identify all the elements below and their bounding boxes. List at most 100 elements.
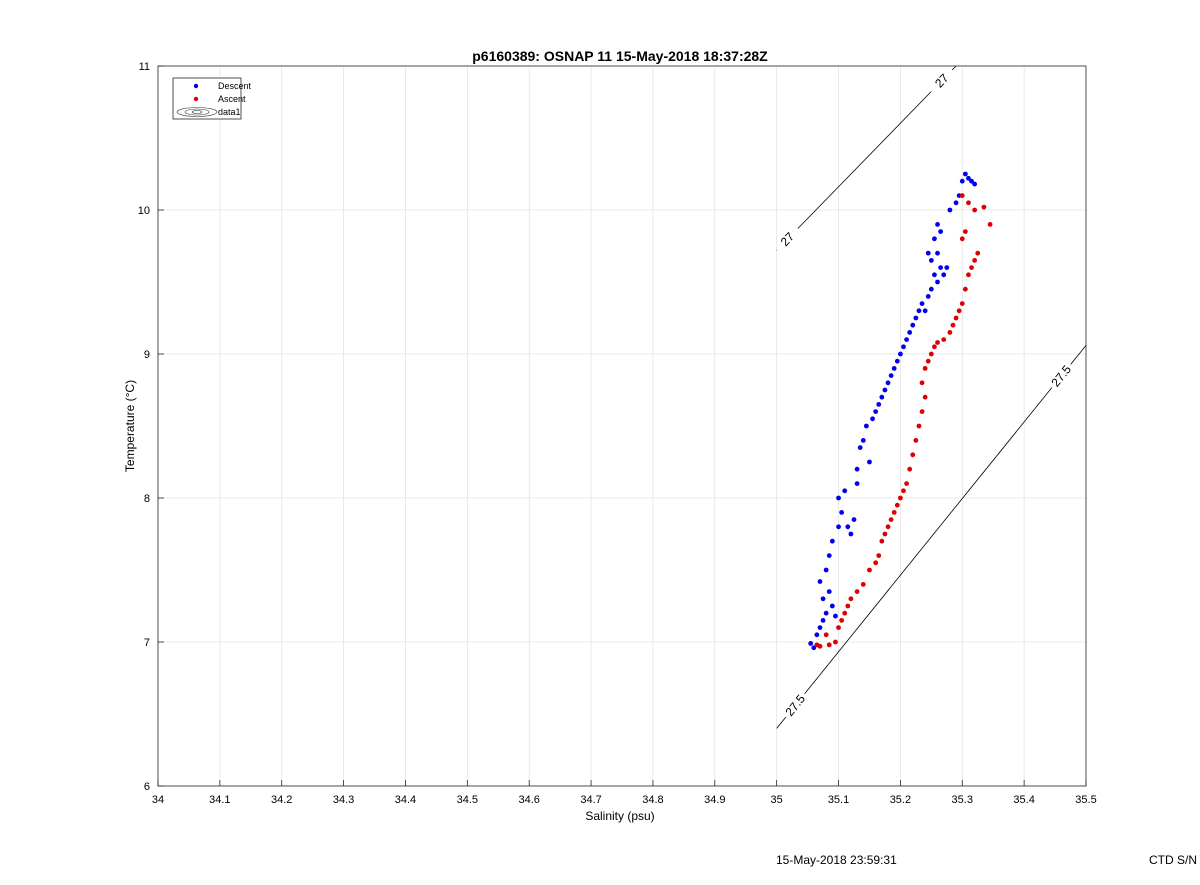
ascent-point: [969, 265, 974, 270]
x-tick-label: 34.8: [642, 794, 663, 806]
descent-point: [904, 337, 909, 342]
descent-point: [836, 495, 841, 501]
y-tick-label: 8: [144, 493, 150, 505]
descent-point: [972, 181, 978, 187]
descent-point: [829, 603, 835, 609]
descent-point: [817, 579, 823, 584]
y-axis-label: Temperature (°C): [123, 380, 137, 472]
axes-background: [158, 66, 1086, 786]
descent-point: [863, 423, 869, 429]
ascent-point: [987, 222, 993, 227]
descent-point: [829, 538, 835, 544]
ascent-point: [885, 524, 891, 530]
descent-point: [916, 308, 922, 314]
descent-point: [820, 618, 826, 623]
ascent-point: [950, 322, 956, 328]
legend-label-descent: Descent: [218, 81, 252, 91]
legend-marker-descent: [193, 83, 199, 89]
x-tick-label: 34.7: [580, 794, 601, 806]
descent-point: [823, 610, 829, 616]
legend-label-data1: data1: [218, 107, 241, 117]
ascent-point: [981, 204, 987, 210]
y-tick-label: 10: [138, 205, 150, 217]
descent-point: [922, 308, 928, 314]
descent-point: [857, 445, 863, 450]
ascent-point: [962, 286, 968, 292]
x-tick-label: 34.9: [704, 794, 725, 806]
legend: Descent Ascent data1: [172, 77, 252, 120]
descent-point: [894, 358, 900, 364]
ascent-point: [947, 330, 953, 335]
descent-point: [935, 222, 940, 227]
descent-point: [826, 553, 832, 558]
descent-point: [820, 596, 826, 602]
descent-point: [842, 488, 848, 494]
ascent-point: [823, 632, 829, 638]
ascent-point: [854, 589, 860, 594]
ascent-point: [867, 567, 872, 573]
descent-point: [873, 409, 879, 414]
descent-point: [836, 524, 841, 530]
descent-point: [953, 200, 959, 206]
ascent-point: [959, 301, 965, 306]
descent-point: [919, 301, 925, 306]
ascent-point: [959, 193, 965, 199]
footer-timestamp: 15-May-2018 23:59:31: [776, 853, 897, 867]
x-tick-label: 35.1: [828, 794, 849, 806]
x-tick-label: 34.5: [457, 794, 478, 806]
ascent-point: [953, 315, 959, 321]
ascent-point: [876, 553, 882, 558]
x-axis-ticks: 34 34.1 34.2 34.3 34.4 34.5 34.6 34.7 34.8 34.9 35…: [152, 780, 1097, 806]
ascent-point: [891, 510, 897, 515]
legend-contour-icon: [176, 107, 218, 117]
descent-point: [854, 481, 860, 486]
descent-point: [808, 641, 814, 646]
descent-point: [910, 322, 916, 328]
ascent-point: [879, 538, 885, 544]
descent-point: [888, 373, 894, 378]
ascent-point: [910, 452, 916, 458]
ascent-point: [959, 236, 965, 242]
ascent-point: [882, 531, 888, 537]
ascent-point: [925, 358, 931, 364]
descent-point: [941, 272, 947, 278]
descent-point: [966, 175, 971, 181]
ascent-point: [873, 560, 879, 566]
footer-ctd: CTD S/N: [1149, 853, 1197, 867]
ascent-point: [833, 639, 838, 645]
descent-point: [907, 330, 913, 335]
descent-point: [860, 438, 866, 443]
x-tick-label: 34.3: [333, 794, 354, 806]
ascent-point: [975, 250, 981, 256]
contour-segment: [776, 716, 787, 729]
x-tick-label: 34: [152, 794, 164, 806]
descent-point: [928, 258, 934, 263]
descent-point: [944, 265, 950, 270]
descent-point: [898, 351, 903, 357]
y-tick-label: 7: [144, 637, 150, 649]
descent-point: [817, 625, 823, 630]
y-axis-ticks: 6 7 8 9 10 11: [138, 61, 164, 793]
descent-point: [938, 229, 944, 235]
descent-point: [913, 315, 919, 321]
descent-point: [811, 645, 817, 651]
descent-point: [867, 459, 872, 465]
descent-point: [925, 250, 931, 256]
descent-point: [962, 171, 968, 177]
descent-point: [947, 207, 953, 213]
ascent-point: [932, 344, 937, 350]
ascent-point: [860, 582, 866, 587]
ascent-point: [894, 502, 900, 508]
ascent-point: [922, 394, 928, 400]
ascent-point: [956, 308, 962, 314]
ascent-point: [817, 643, 823, 649]
y-tick-label: 6: [144, 781, 150, 793]
descent-point: [901, 344, 906, 350]
descent-point: [928, 286, 934, 292]
ascent-point: [907, 466, 913, 472]
ascent-point: [839, 618, 845, 623]
descent-point: [925, 294, 931, 299]
descent-point: [876, 402, 882, 407]
